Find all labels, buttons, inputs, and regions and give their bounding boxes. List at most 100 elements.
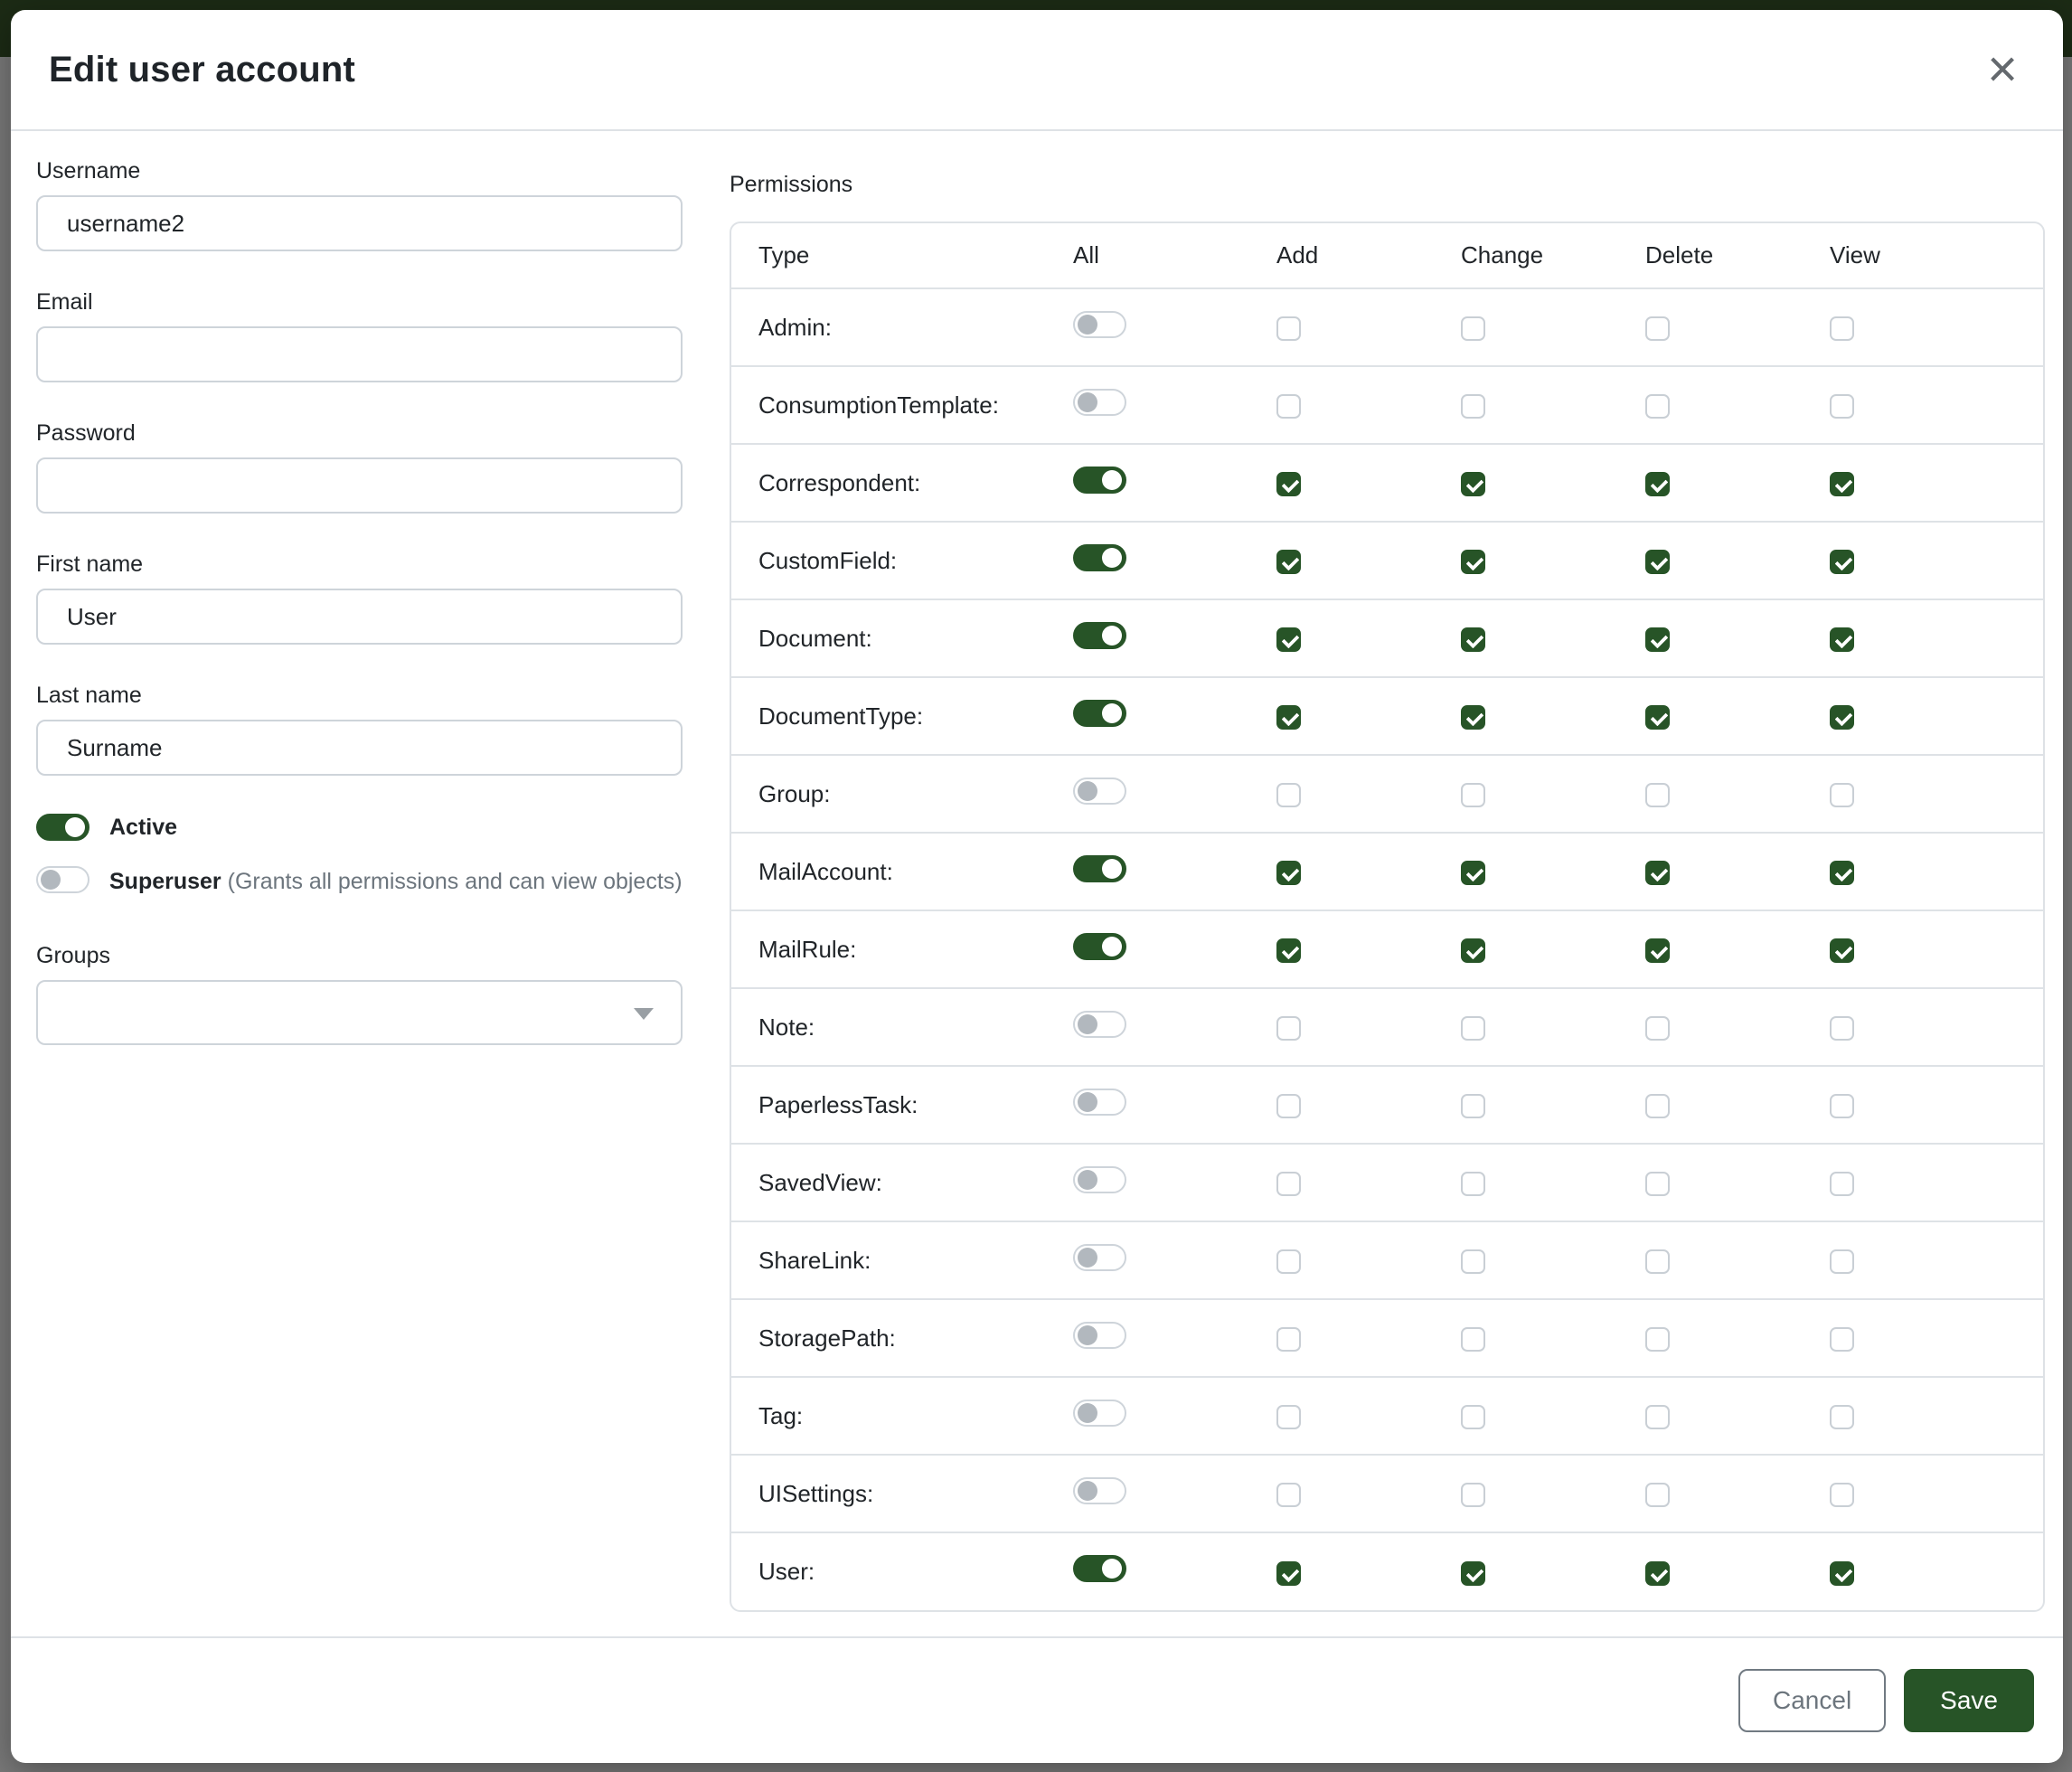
toggle-all[interactable] xyxy=(1073,388,1126,416)
checkbox-add[interactable] xyxy=(1276,1016,1301,1042)
checkbox-change[interactable] xyxy=(1461,627,1485,653)
checkbox-delete[interactable] xyxy=(1645,472,1670,497)
checkbox-delete[interactable] xyxy=(1645,861,1670,886)
checkbox-change[interactable] xyxy=(1461,938,1485,964)
checkbox-add[interactable] xyxy=(1276,1172,1301,1197)
checkbox-change[interactable] xyxy=(1461,394,1485,419)
checkbox-delete[interactable] xyxy=(1645,550,1670,575)
toggle-all[interactable] xyxy=(1073,777,1126,805)
checkbox-view[interactable] xyxy=(1830,550,1854,575)
checkbox-view[interactable] xyxy=(1830,705,1854,730)
checkbox-change[interactable] xyxy=(1461,1560,1485,1586)
checkbox-view[interactable] xyxy=(1830,472,1854,497)
checkbox-delete[interactable] xyxy=(1645,1094,1670,1119)
checkbox-change[interactable] xyxy=(1461,1327,1485,1353)
superuser-toggle[interactable] xyxy=(36,866,89,893)
toggle-all[interactable] xyxy=(1073,932,1126,960)
checkbox-add[interactable] xyxy=(1276,783,1301,808)
checkbox-change[interactable] xyxy=(1461,1172,1485,1197)
toggle-all[interactable] xyxy=(1073,1243,1126,1271)
checkbox-view[interactable] xyxy=(1830,1094,1854,1119)
checkbox-change[interactable] xyxy=(1461,472,1485,497)
toggle-all[interactable] xyxy=(1073,1088,1126,1116)
checkbox-delete[interactable] xyxy=(1645,938,1670,964)
toggle-all[interactable] xyxy=(1073,1476,1126,1504)
checkbox-change[interactable] xyxy=(1461,1094,1485,1119)
active-toggle[interactable] xyxy=(36,814,89,841)
checkbox-change[interactable] xyxy=(1461,1249,1485,1275)
checkbox-view[interactable] xyxy=(1830,861,1854,886)
checkbox-delete[interactable] xyxy=(1645,1560,1670,1586)
checkbox-delete[interactable] xyxy=(1645,394,1670,419)
column-header-delete: Delete xyxy=(1645,241,1714,269)
toggle-all[interactable] xyxy=(1073,1555,1126,1582)
username-field[interactable] xyxy=(36,195,683,251)
checkbox-view[interactable] xyxy=(1830,1405,1854,1430)
checkbox-view[interactable] xyxy=(1830,316,1854,342)
toggle-all[interactable] xyxy=(1073,1010,1126,1038)
checkbox-add[interactable] xyxy=(1276,394,1301,419)
checkbox-delete[interactable] xyxy=(1645,627,1670,653)
checkbox-add[interactable] xyxy=(1276,1560,1301,1586)
toggle-all[interactable] xyxy=(1073,1321,1126,1349)
checkbox-change[interactable] xyxy=(1461,1483,1485,1508)
checkbox-delete[interactable] xyxy=(1645,1172,1670,1197)
checkbox-delete[interactable] xyxy=(1645,1327,1670,1353)
checkbox-add[interactable] xyxy=(1276,550,1301,575)
checkbox-delete[interactable] xyxy=(1645,316,1670,342)
toggle-all[interactable] xyxy=(1073,543,1126,571)
checkbox-change[interactable] xyxy=(1461,705,1485,730)
checkbox-delete[interactable] xyxy=(1645,783,1670,808)
checkbox-change[interactable] xyxy=(1461,1016,1485,1042)
last-name-field[interactable] xyxy=(36,720,683,776)
checkbox-add[interactable] xyxy=(1276,1327,1301,1353)
checkbox-add[interactable] xyxy=(1276,861,1301,886)
checkbox-view[interactable] xyxy=(1830,1016,1854,1042)
toggle-all[interactable] xyxy=(1073,699,1126,727)
checkbox-add[interactable] xyxy=(1276,705,1301,730)
password-field[interactable] xyxy=(36,457,683,514)
checkbox-change[interactable] xyxy=(1461,783,1485,808)
checkbox-view[interactable] xyxy=(1830,938,1854,964)
close-icon[interactable]: × xyxy=(1980,43,2025,96)
checkbox-delete[interactable] xyxy=(1645,1483,1670,1508)
checkbox-view[interactable] xyxy=(1830,627,1854,653)
first-name-field[interactable] xyxy=(36,589,683,645)
checkbox-delete[interactable] xyxy=(1645,1405,1670,1430)
checkbox-delete[interactable] xyxy=(1645,705,1670,730)
checkbox-add[interactable] xyxy=(1276,1249,1301,1275)
checkbox-add[interactable] xyxy=(1276,472,1301,497)
groups-select[interactable] xyxy=(36,979,683,1045)
save-button[interactable]: Save xyxy=(1904,1669,2034,1732)
cancel-button[interactable]: Cancel xyxy=(1738,1669,1887,1732)
checkbox-view[interactable] xyxy=(1830,394,1854,419)
checkbox-view[interactable] xyxy=(1830,1172,1854,1197)
checkbox-add[interactable] xyxy=(1276,1094,1301,1119)
checkbox-add[interactable] xyxy=(1276,316,1301,342)
email-field[interactable] xyxy=(36,326,683,382)
checkbox-change[interactable] xyxy=(1461,861,1485,886)
checkbox-add[interactable] xyxy=(1276,1483,1301,1508)
checkbox-view[interactable] xyxy=(1830,783,1854,808)
checkbox-delete[interactable] xyxy=(1645,1249,1670,1275)
checkbox-add[interactable] xyxy=(1276,627,1301,653)
checkbox-view[interactable] xyxy=(1830,1327,1854,1353)
checkbox-delete[interactable] xyxy=(1645,1016,1670,1042)
toggle-all[interactable] xyxy=(1073,854,1126,882)
toggle-all[interactable] xyxy=(1073,310,1126,338)
checkbox-view[interactable] xyxy=(1830,1560,1854,1586)
checkbox-change[interactable] xyxy=(1461,1405,1485,1430)
checkbox-view[interactable] xyxy=(1830,1249,1854,1275)
checkbox-change[interactable] xyxy=(1461,550,1485,575)
toggle-all[interactable] xyxy=(1073,621,1126,649)
checkbox-add[interactable] xyxy=(1276,938,1301,964)
permission-type-label: Admin: xyxy=(758,313,832,341)
checkbox-add[interactable] xyxy=(1276,1405,1301,1430)
toggle-all[interactable] xyxy=(1073,1399,1126,1427)
checkbox-view[interactable] xyxy=(1830,1483,1854,1508)
permission-type-label: Tag: xyxy=(758,1401,804,1429)
toggle-all[interactable] xyxy=(1073,1165,1126,1193)
toggle-all[interactable] xyxy=(1073,466,1126,494)
password-group: Password xyxy=(36,420,683,514)
checkbox-change[interactable] xyxy=(1461,316,1485,342)
